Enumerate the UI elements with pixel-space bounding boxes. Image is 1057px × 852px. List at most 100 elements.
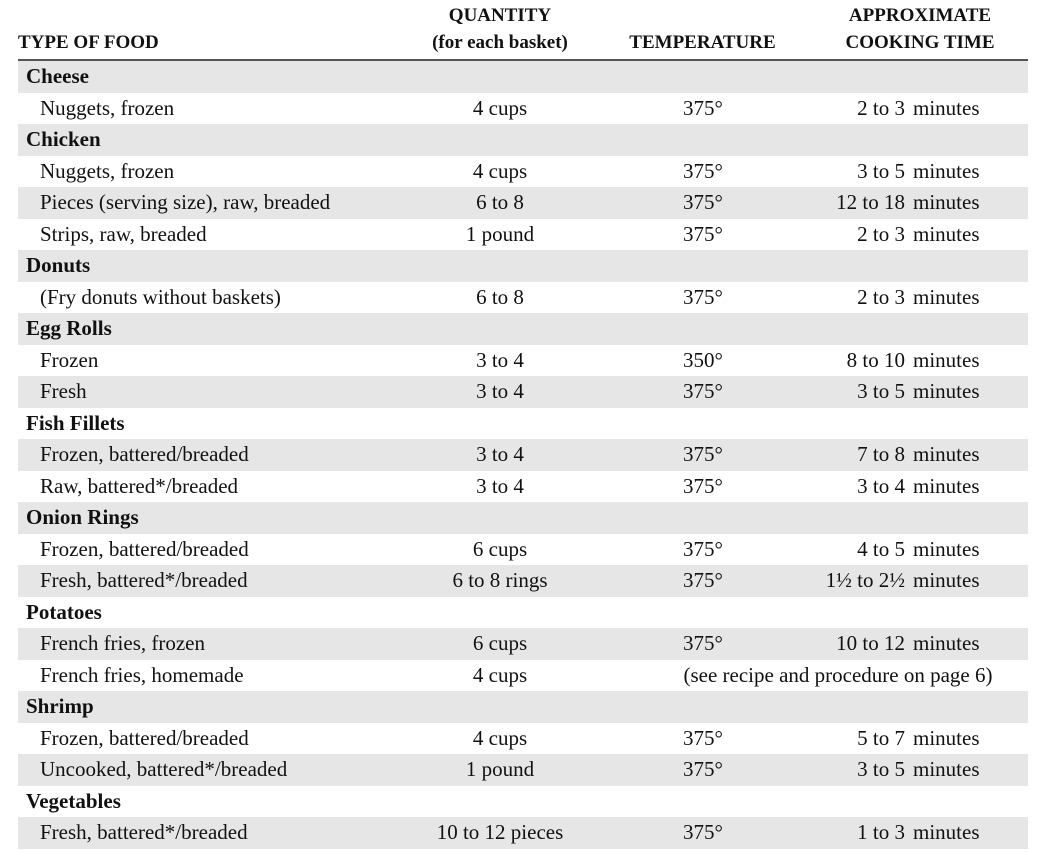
cooking-time: 4 to 5	[857, 536, 905, 561]
food-item: Fresh, battered*/breaded	[40, 568, 248, 592]
food-item: Raw, battered*/breaded	[40, 473, 239, 498]
quantity: 6 to 8	[476, 190, 524, 214]
quantity: 3 to 4	[476, 442, 524, 466]
temperature: 375°	[683, 190, 723, 214]
time-unit: minutes	[913, 379, 980, 403]
category-row: Donuts	[18, 250, 1028, 282]
table-row: Strips, raw, breaded 1 pound 375° 2 to 3 min…	[18, 219, 1028, 251]
temperature: 375°	[683, 820, 723, 844]
category-row: Cheese	[18, 61, 1028, 93]
table-row: French fries, homemade 4 cups (see recipe …	[18, 660, 1028, 692]
table-row: Frozen, battered/breaded 4 cups 375° 5 to 7…	[18, 723, 1028, 755]
cooking-time: 1 to 3	[857, 820, 905, 844]
temperature: 375°	[683, 536, 723, 561]
header-cooking-time: APPROXIMATE	[848, 5, 992, 26]
header-type-of-food: TYPE OF FOOD	[18, 32, 159, 53]
quantity: 6 cups	[472, 631, 528, 655]
table-row: Fresh, battered*/breaded 10 to 12 pieces 3…	[18, 817, 1028, 849]
cooking-time: 2 to 3	[857, 221, 905, 246]
category-row: Chicken	[18, 124, 1028, 156]
food-item: French fries, frozen	[40, 631, 206, 655]
food-item: Frozen, battered/breaded	[40, 725, 249, 750]
category-label: Egg Rolls	[26, 316, 112, 340]
temperature: 375°	[683, 631, 723, 655]
category-row: Egg Rolls	[18, 313, 1028, 345]
food-item: Strips, raw, breaded	[40, 221, 207, 246]
header-quantity: QUANTITY	[448, 5, 552, 26]
time-unit: minutes	[913, 158, 980, 183]
temperature: 375°	[683, 568, 723, 592]
category-label: Vegetables	[26, 788, 121, 813]
category-label: Donuts	[26, 253, 91, 277]
quantity: 3 to 4	[476, 347, 524, 372]
time-unit: minutes	[913, 820, 980, 844]
temperature: 375°	[683, 725, 723, 750]
cooking-time: 2 to 3	[857, 95, 905, 120]
quantity: 3 to 4	[476, 379, 524, 403]
temperature: 375°	[683, 442, 723, 466]
category-label: Chicken	[26, 127, 101, 151]
cooking-time: 7 to 8	[857, 442, 905, 466]
food-item: (Fry donuts without baskets)	[40, 284, 281, 309]
category-label: Cheese	[26, 64, 89, 88]
time-unit: minutes	[913, 725, 980, 750]
table-row: (Fry donuts without baskets) 6 to 8 375° 2 …	[18, 282, 1028, 314]
temperature: 375°	[683, 95, 723, 120]
time-unit: minutes	[913, 442, 980, 466]
category-label: Potatoes	[26, 599, 102, 624]
header-temperature: TEMPERATURE	[629, 32, 776, 53]
temperature: 375°	[683, 158, 723, 183]
temperature: 375°	[683, 221, 723, 246]
table-header: TYPE OF FOOD QUANTITY (for each basket) …	[0, 0, 1057, 60]
food-item: French fries, homemade	[40, 662, 244, 687]
note: (see recipe and procedure on page 6)	[683, 662, 993, 687]
food-item: Uncooked, battered*/breaded	[40, 757, 288, 781]
time-unit: minutes	[913, 190, 980, 214]
table-row: Nuggets, frozen 4 cups 375° 2 to 3 minutes	[18, 93, 1028, 125]
cooking-time: 10 to 12	[836, 631, 905, 655]
quantity: 4 cups	[472, 725, 528, 750]
food-item: Frozen, battered/breaded	[40, 442, 249, 466]
temperature: 350°	[683, 347, 723, 372]
header-rule	[18, 59, 1028, 61]
time-unit: minutes	[913, 536, 980, 561]
quantity: 1 pound	[465, 221, 535, 246]
cooking-time: 12 to 18	[836, 190, 905, 214]
time-unit: minutes	[913, 284, 980, 309]
table-row: Frozen, battered/breaded 6 cups 375° 4 to 5…	[18, 534, 1028, 566]
table-row: Raw, battered*/breaded 3 to 4 375° 3 to 4 mi…	[18, 471, 1028, 503]
category-row: Shrimp	[18, 691, 1028, 723]
food-item: Nuggets, frozen	[40, 158, 175, 183]
category-row: Potatoes	[18, 597, 1028, 629]
quantity: 3 to 4	[476, 473, 524, 498]
category-row: Onion Rings	[18, 502, 1028, 534]
time-unit: minutes	[913, 95, 980, 120]
table-row: Fresh, battered*/breaded 6 to 8 rings 375°…	[18, 565, 1028, 597]
food-item: Nuggets, frozen	[40, 95, 175, 120]
time-unit: minutes	[913, 473, 980, 498]
cooking-time: 2 to 3	[857, 284, 905, 309]
temperature: 375°	[683, 379, 723, 403]
time-unit: minutes	[913, 568, 980, 592]
cooking-time: 1½ to 2½	[825, 568, 905, 592]
cooking-time: 5 to 7	[857, 725, 905, 750]
header-quantity-sub: (for each basket)	[432, 32, 568, 53]
category-label: Fish Fillets	[26, 410, 125, 435]
table-row: Pieces (serving size), raw, breaded 6 to …	[18, 187, 1028, 219]
cooking-time: 3 to 4	[857, 473, 905, 498]
quantity: 4 cups	[472, 158, 528, 183]
category-label: Onion Rings	[26, 505, 139, 529]
cooking-time: 3 to 5	[857, 757, 905, 781]
quantity: 6 to 8	[476, 284, 524, 309]
category-label: Shrimp	[26, 694, 94, 718]
category-row: Fish Fillets	[18, 408, 1028, 440]
header-cooking-time-sub: COOKING TIME	[845, 32, 995, 53]
table-row: Fresh 3 to 4 375° 3 to 5 minutes	[18, 376, 1028, 408]
cooking-time: 8 to 10	[846, 347, 905, 372]
temperature: 375°	[683, 473, 723, 498]
table-row: Frozen 3 to 4 350° 8 to 10 minutes	[18, 345, 1028, 377]
quantity: 6 to 8 rings	[452, 568, 548, 592]
food-item: Fresh	[40, 379, 87, 403]
food-item: Frozen, battered/breaded	[40, 536, 249, 561]
quantity: 10 to 12 pieces	[436, 820, 564, 844]
